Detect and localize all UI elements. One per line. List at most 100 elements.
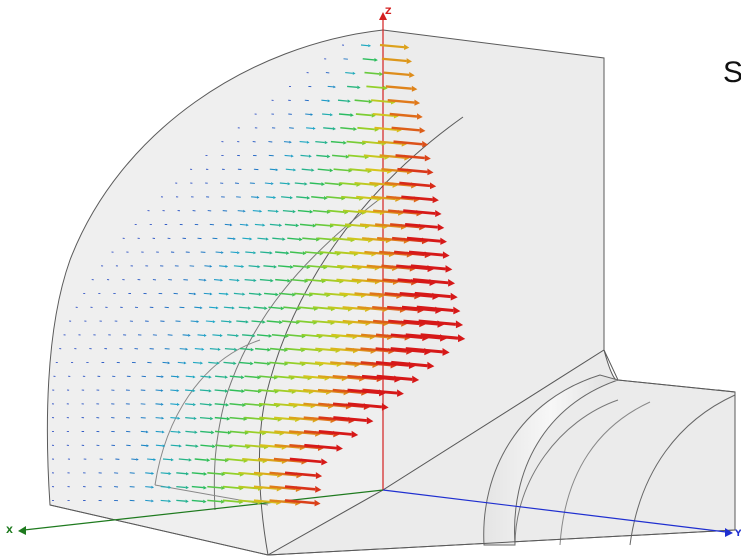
- field-arrow: [356, 195, 378, 200]
- field-arrow-head: [257, 375, 262, 380]
- field-arrow: [307, 264, 324, 269]
- field-arrow: [275, 278, 288, 282]
- field-arrow-head: [203, 471, 208, 476]
- field-arrow: [292, 265, 307, 268]
- field-arrow: [309, 182, 322, 185]
- field-arrow-head: [285, 333, 289, 339]
- field-arrow-head: [304, 182, 308, 186]
- field-arrow: [244, 389, 259, 393]
- field-arrow-head: [290, 264, 294, 269]
- field-arrow: [162, 458, 172, 461]
- field-arrow: [403, 209, 436, 215]
- field-arrow: [208, 361, 217, 364]
- field-arrow: [185, 403, 194, 406]
- field-arrow-head: [286, 251, 290, 255]
- field-arrow: [301, 333, 319, 338]
- field-arrow: [345, 347, 371, 353]
- field-arrow: [288, 375, 308, 379]
- field-arrow-head: [276, 209, 279, 213]
- field-arrow: [362, 140, 382, 145]
- field-arrow-head: [219, 333, 223, 338]
- field-arrow-head: [231, 306, 235, 310]
- field-arrow-head: [243, 209, 246, 213]
- field-arrow-head: [160, 389, 164, 392]
- field-arrow-head: [409, 71, 415, 78]
- field-arrow: [176, 472, 187, 475]
- field-arrow-head: [203, 499, 207, 504]
- field-arrow: [244, 375, 258, 379]
- field-arrow: [364, 71, 380, 75]
- field-arrow: [381, 57, 407, 63]
- field-arrow: [214, 403, 226, 406]
- field-arrow: [354, 292, 379, 297]
- field-arrow: [284, 471, 317, 477]
- field-arrow-head: [324, 140, 328, 145]
- field-arrow-head: [270, 278, 274, 283]
- field-arrow: [281, 196, 291, 199]
- field-arrow-head: [350, 113, 354, 117]
- field-arrow-head: [435, 209, 442, 218]
- field-arrow-head: [236, 333, 240, 338]
- field-arrow-head: [314, 499, 321, 507]
- field-arrow-head: [177, 416, 181, 420]
- x-axis-label: X: [6, 526, 13, 536]
- field-arrow-head: [241, 389, 245, 393]
- field-arrow: [406, 236, 441, 243]
- field-arrow-head: [424, 154, 431, 162]
- z-axis-arrowhead: [379, 12, 387, 20]
- field-arrow-head: [146, 444, 150, 448]
- field-arrow: [340, 127, 354, 130]
- field-arrow-head: [275, 168, 279, 172]
- field-arrow-head: [312, 223, 317, 228]
- field-arrow: [381, 168, 408, 173]
- field-arrow: [330, 347, 354, 352]
- field-arrow: [170, 444, 180, 447]
- field-arrow-head: [212, 320, 216, 324]
- field-arrow: [366, 85, 384, 89]
- field-arrow: [238, 485, 259, 490]
- field-arrow: [286, 333, 302, 338]
- field-arrow-head: [250, 347, 255, 352]
- field-arrow: [185, 375, 193, 378]
- field-arrow: [366, 264, 393, 270]
- field-arrow-head: [411, 85, 418, 92]
- field-arrow-head: [151, 485, 155, 489]
- field-arrow: [317, 237, 334, 241]
- field-arrow: [258, 402, 277, 407]
- field-arrow-head: [151, 499, 154, 503]
- field-arrow: [200, 444, 213, 448]
- field-arrow-head: [215, 306, 219, 310]
- field-arrow: [215, 375, 225, 378]
- field-arrow: [312, 306, 331, 310]
- field-arrow: [332, 375, 360, 380]
- x-axis: [23, 489, 384, 531]
- field-arrow: [296, 196, 307, 199]
- field-arrow-head: [256, 195, 260, 199]
- field-arrow: [200, 430, 212, 434]
- field-arrow: [254, 223, 263, 226]
- field-arrow: [316, 333, 336, 338]
- field-arrow-head: [245, 320, 249, 324]
- field-arrow-head: [292, 209, 296, 214]
- field-arrow-head: [161, 375, 164, 379]
- field-arrow: [376, 237, 404, 242]
- field-arrow-head: [248, 306, 252, 310]
- field-arrow: [315, 347, 336, 352]
- field-arrow-head: [225, 264, 229, 268]
- field-arrow: [303, 416, 331, 422]
- field-arrow-head: [162, 444, 166, 448]
- field-arrow: [194, 306, 201, 309]
- field-arrow-head: [352, 71, 356, 75]
- field-arrow: [238, 361, 251, 365]
- field-arrow: [242, 237, 250, 240]
- field-arrow: [155, 444, 163, 447]
- field-arrow: [389, 112, 418, 118]
- field-arrow: [160, 486, 169, 488]
- field-arrow-head: [343, 140, 347, 145]
- field-arrow-head: [287, 278, 291, 283]
- field-arrow-head: [246, 223, 249, 227]
- field-arrow-head: [262, 223, 266, 227]
- field-arrow: [299, 361, 320, 366]
- field-arrow: [238, 471, 259, 476]
